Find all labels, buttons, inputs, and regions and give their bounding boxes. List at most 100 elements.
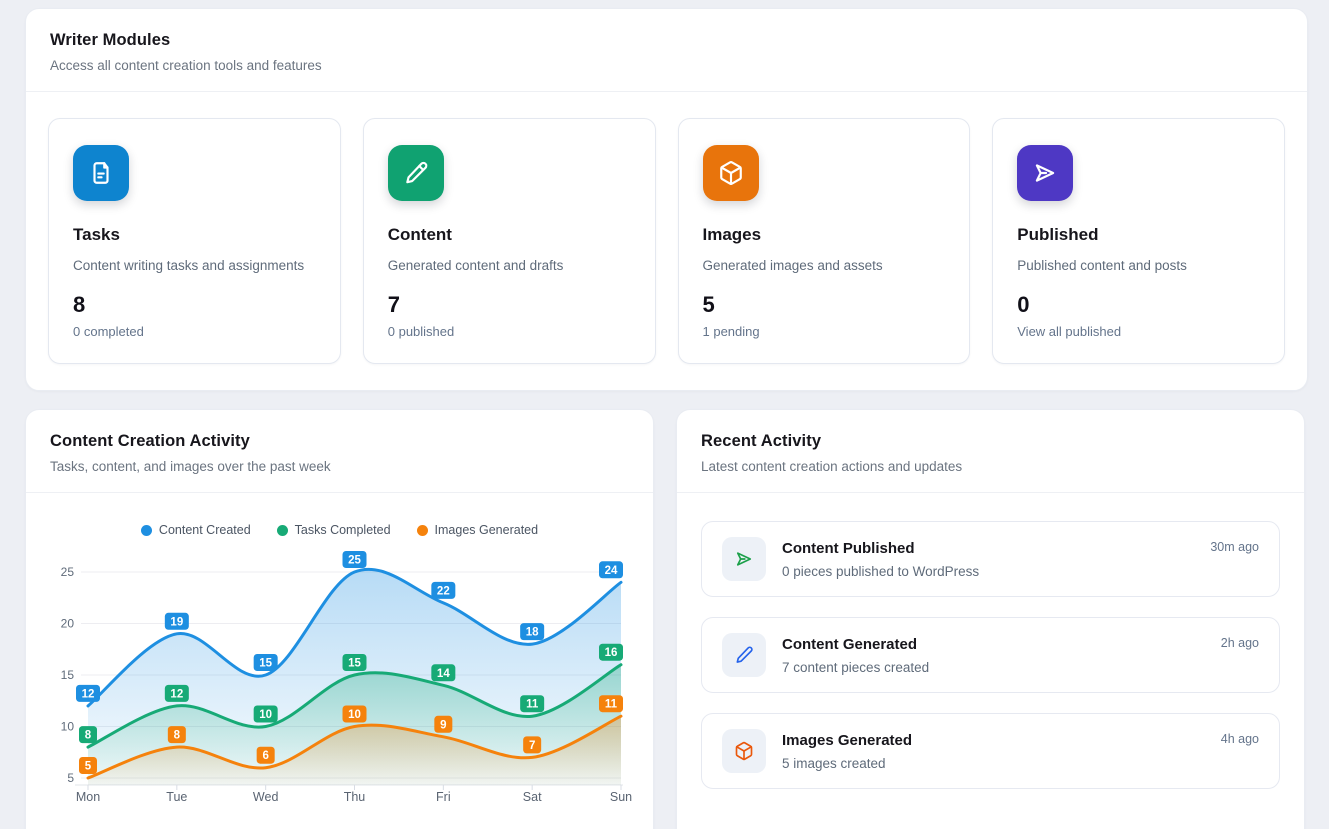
module-card-images[interactable]: Images Generated images and assets 5 1 p… xyxy=(677,118,971,364)
activity-text: Content Published 0 pieces published to … xyxy=(782,540,1194,579)
pencil-icon xyxy=(722,633,766,677)
module-card-published[interactable]: Published Published content and posts 0 … xyxy=(992,118,1285,364)
legend-label: Images Generated xyxy=(434,523,539,537)
legend-item[interactable]: Images Generated xyxy=(416,523,539,537)
activity-item-content-published[interactable]: Content Published 0 pieces published to … xyxy=(701,521,1280,597)
activity-text: Content Generated 7 content pieces creat… xyxy=(782,636,1205,675)
svg-text:24: 24 xyxy=(605,565,618,577)
activity-item-timestamp: 4h ago xyxy=(1220,732,1259,746)
svg-text:22: 22 xyxy=(437,585,450,597)
header-divider xyxy=(26,91,1307,92)
activity-item-images-generated[interactable]: Images Generated 5 images created 4h ago xyxy=(701,713,1280,789)
svg-text:19: 19 xyxy=(170,616,183,628)
file-icon xyxy=(73,145,129,201)
activity-item-title: Images Generated xyxy=(782,731,913,749)
legend-item[interactable]: Tasks Completed xyxy=(276,523,391,537)
module-title: Tasks xyxy=(73,225,120,244)
activity-item-title: Content Generated xyxy=(782,635,918,653)
svg-text:Thu: Thu xyxy=(344,790,366,804)
svg-text:Wed: Wed xyxy=(253,790,279,804)
module-count: 5 xyxy=(702,292,715,317)
recent-activity-subtitle: Latest content creation actions and upda… xyxy=(701,459,963,474)
activity-item-title: Content Published xyxy=(782,539,915,557)
activity-item-timestamp: 30m ago xyxy=(1210,540,1259,554)
svg-text:6: 6 xyxy=(262,750,268,762)
chart-legend: Content Created Tasks Completed Images Gen… xyxy=(36,523,643,537)
module-stat: 1 pending xyxy=(702,324,760,339)
svg-text:15: 15 xyxy=(259,658,272,670)
svg-text:8: 8 xyxy=(85,730,92,742)
svg-text:15: 15 xyxy=(348,658,361,670)
chart-panel-subtitle: Tasks, content, and images over the past… xyxy=(50,459,331,474)
svg-text:5: 5 xyxy=(85,761,92,773)
module-stat: View all published xyxy=(1017,324,1122,339)
svg-text:12: 12 xyxy=(170,688,183,700)
svg-text:20: 20 xyxy=(61,617,75,631)
module-title: Images xyxy=(702,225,762,244)
module-count: 0 xyxy=(1017,292,1030,317)
svg-text:11: 11 xyxy=(526,699,539,711)
svg-text:25: 25 xyxy=(61,565,75,579)
svg-text:Fri: Fri xyxy=(436,790,451,804)
bottom-row: Content Creation Activity Tasks, content… xyxy=(25,409,1308,829)
svg-text:7: 7 xyxy=(529,740,535,752)
module-count: 8 xyxy=(73,292,86,317)
writer-modules-subtitle: Access all content creation tools and fe… xyxy=(50,58,322,73)
svg-text:10: 10 xyxy=(259,709,272,721)
module-description: Content writing tasks and assignments xyxy=(73,258,305,273)
writer-modules-title: Writer Modules xyxy=(50,31,171,49)
module-description: Generated images and assets xyxy=(702,258,883,273)
cube-icon xyxy=(722,729,766,773)
svg-text:18: 18 xyxy=(526,627,539,639)
svg-text:Tue: Tue xyxy=(166,790,187,804)
svg-text:12: 12 xyxy=(82,688,95,700)
content-creation-activity-panel: Content Creation Activity Tasks, content… xyxy=(25,409,654,829)
send-icon xyxy=(722,537,766,581)
svg-text:Mon: Mon xyxy=(76,790,100,804)
writer-modules-panel: Writer Modules Access all content creati… xyxy=(25,8,1308,391)
module-card-tasks[interactable]: Tasks Content writing tasks and assignme… xyxy=(48,118,341,364)
chart-panel-header: Content Creation Activity Tasks, content… xyxy=(26,410,653,492)
chart-area: Content Created Tasks Completed Images Gen… xyxy=(26,493,653,809)
cube-icon xyxy=(702,145,759,201)
legend-label: Content Created xyxy=(158,523,251,537)
activity-item-description: 0 pieces published to WordPress xyxy=(782,563,980,579)
send-icon xyxy=(1017,145,1074,201)
module-count: 7 xyxy=(387,292,400,317)
module-title: Content xyxy=(387,225,452,244)
activity-item-timestamp: 2h ago xyxy=(1220,636,1259,650)
chart-panel-title: Content Creation Activity xyxy=(50,432,250,450)
svg-text:Sun: Sun xyxy=(610,790,632,804)
svg-text:9: 9 xyxy=(440,719,446,731)
activity-item-description: 5 images created xyxy=(782,755,886,771)
legend-label: Tasks Completed xyxy=(294,523,391,537)
header-divider xyxy=(677,492,1304,493)
svg-text:10: 10 xyxy=(348,709,361,721)
modules-grid: Tasks Content writing tasks and assignme… xyxy=(26,92,1307,390)
header-divider xyxy=(26,492,653,493)
svg-text:25: 25 xyxy=(348,555,361,567)
module-stat: 0 completed xyxy=(73,324,144,339)
writer-modules-header: Writer Modules Access all content creati… xyxy=(26,9,1307,91)
activity-item-content-generated[interactable]: Content Generated 7 content pieces creat… xyxy=(701,617,1280,693)
svg-text:15: 15 xyxy=(61,668,75,682)
recent-activity-list: Content Published 0 pieces published to … xyxy=(677,493,1304,817)
module-stat: 0 published xyxy=(387,324,455,339)
recent-activity-panel: Recent Activity Latest content creation … xyxy=(676,409,1305,829)
svg-text:11: 11 xyxy=(605,699,618,711)
activity-text: Images Generated 5 images created xyxy=(782,732,1205,771)
activity-item-description: 7 content pieces created xyxy=(782,659,930,675)
svg-text:16: 16 xyxy=(605,647,618,659)
legend-dot xyxy=(276,524,288,536)
svg-text:10: 10 xyxy=(61,720,75,734)
svg-text:8: 8 xyxy=(174,730,181,742)
module-description: Published content and posts xyxy=(1017,258,1187,273)
recent-activity-title: Recent Activity xyxy=(701,432,822,450)
legend-item[interactable]: Content Created xyxy=(140,523,251,537)
module-description: Generated content and drafts xyxy=(387,258,564,273)
svg-text:14: 14 xyxy=(437,668,450,680)
module-title: Published xyxy=(1017,225,1099,244)
module-card-content[interactable]: Content Generated content and drafts 7 0… xyxy=(362,118,656,364)
